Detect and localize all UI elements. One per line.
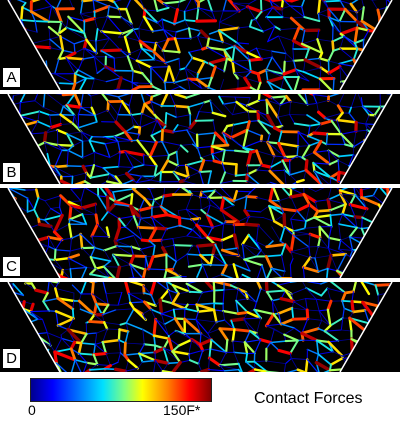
force-network-panel-b: B xyxy=(0,94,400,184)
panel-divider xyxy=(0,90,400,94)
force-network-chains xyxy=(7,94,393,184)
panel-label-b: B xyxy=(2,162,21,183)
colorbar-gradient xyxy=(30,378,212,402)
panel-label-a: A xyxy=(2,67,21,88)
force-network-chains xyxy=(7,282,393,372)
hopper-wall-edge xyxy=(7,188,61,278)
force-network-chains xyxy=(7,188,393,278)
colorbar-legend: 0 150F* Contact Forces xyxy=(0,372,400,422)
colorbar-title: Contact Forces xyxy=(254,390,363,407)
force-network-panel-c: C xyxy=(0,188,400,278)
force-network-panel-a: A xyxy=(0,0,400,90)
panel-divider xyxy=(0,184,400,188)
colorbar-min-label: 0 xyxy=(28,402,36,418)
colorbar-max-label: 150F* xyxy=(163,402,201,418)
panel-divider xyxy=(0,278,400,282)
panel-label-d: D xyxy=(2,348,21,369)
hopper-wall-edge xyxy=(339,188,393,278)
panel-label-c: C xyxy=(2,256,21,277)
force-network-chains xyxy=(7,0,393,90)
hopper-wall-edge xyxy=(7,94,61,184)
hopper-wall-edge xyxy=(339,94,393,184)
hopper-wall-edge xyxy=(7,0,61,90)
force-network-panel-d: D xyxy=(0,282,400,372)
hopper-wall-edge xyxy=(7,282,61,372)
hopper-wall-edge xyxy=(339,282,393,372)
hopper-wall-edge xyxy=(339,0,393,90)
